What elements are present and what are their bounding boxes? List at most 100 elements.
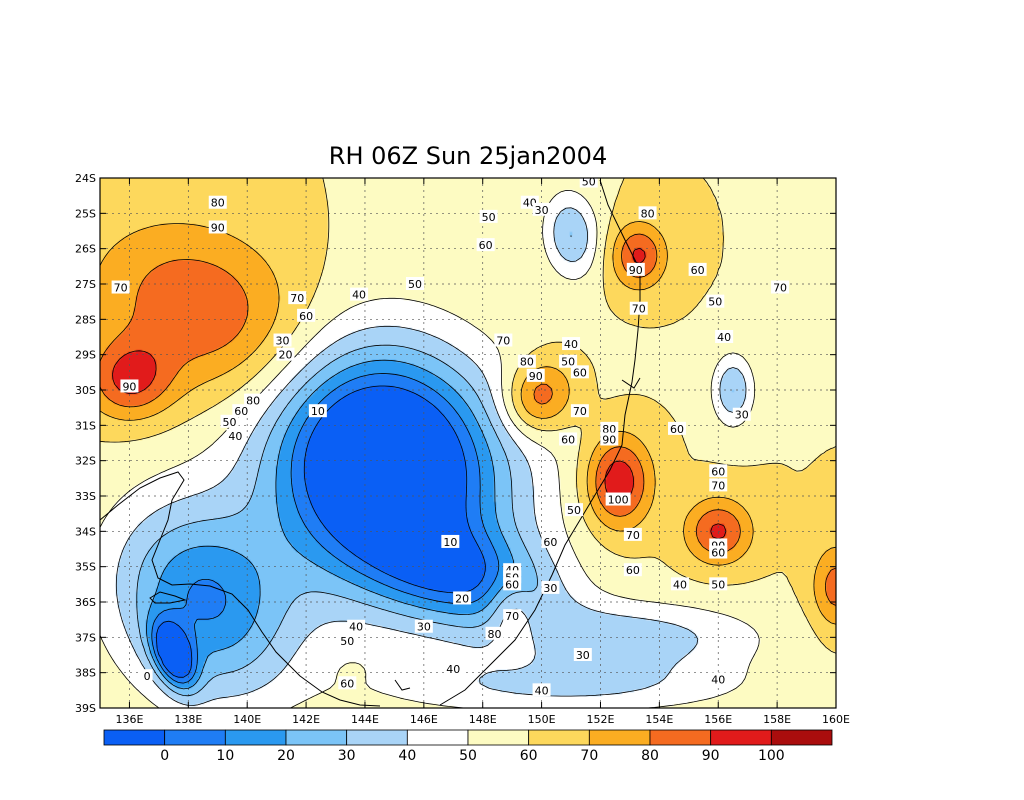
contour-label: 40 bbox=[711, 674, 725, 687]
colorbar-label: 80 bbox=[641, 748, 659, 764]
contour-label: 70 bbox=[626, 529, 640, 542]
contour-label-bg bbox=[562, 337, 581, 351]
contour-labels: 8090707060405030209080605040105040306050… bbox=[111, 174, 790, 697]
contour-label-bg bbox=[541, 534, 560, 548]
contour-label: 70 bbox=[773, 282, 787, 295]
colorbar-label: 40 bbox=[398, 748, 416, 764]
contour-label-bg bbox=[629, 301, 648, 315]
contour-label: 50 bbox=[708, 296, 722, 309]
contour-label: 30 bbox=[417, 621, 431, 634]
contour-label-bg bbox=[709, 545, 728, 559]
y-tick-label: 25S bbox=[75, 207, 96, 220]
contour-label: 30 bbox=[535, 204, 549, 217]
y-axis: 24S 25S 26S 27S 28S 29S 30S 31S 32S 33S 34S 35S 36S 3… bbox=[75, 172, 836, 715]
y-tick-label: 24S bbox=[75, 172, 96, 185]
contour-label-bg bbox=[709, 478, 728, 492]
contour-label: 50 bbox=[582, 176, 596, 189]
contour-label: 60 bbox=[626, 564, 640, 577]
contour-label: 80 bbox=[641, 207, 655, 220]
contour-label: 90 bbox=[122, 380, 136, 393]
y-tick-label: 30S bbox=[75, 384, 96, 397]
colorbar-swatch bbox=[103, 729, 166, 746]
contour-label: 50 bbox=[408, 278, 422, 291]
colorbar-label: 10 bbox=[216, 748, 234, 764]
contour-label-bg bbox=[111, 280, 130, 294]
contour-label-bg bbox=[232, 404, 251, 418]
colorbar-swatch bbox=[164, 729, 226, 746]
contour-label-bg bbox=[308, 404, 327, 418]
x-tick-label: 150E bbox=[528, 713, 556, 726]
contour-label: 70 bbox=[505, 610, 519, 623]
y-tick-label: 33S bbox=[75, 490, 96, 503]
contour-label-bg bbox=[670, 577, 689, 591]
colorbar-swatch bbox=[588, 729, 651, 746]
plot-frame bbox=[99, 177, 837, 709]
contour-label-bg bbox=[485, 626, 504, 640]
contour-label-bg bbox=[559, 354, 578, 368]
contour-label: 30 bbox=[735, 409, 749, 422]
colorbar-label: 20 bbox=[277, 748, 295, 764]
contour-label-bg bbox=[623, 563, 642, 577]
y-tick-label: 29S bbox=[75, 349, 96, 362]
x-tick-label: 148E bbox=[469, 713, 497, 726]
contour-label: 60 bbox=[299, 310, 313, 323]
contour-label-bg bbox=[276, 347, 295, 361]
contour-label-bg bbox=[220, 414, 239, 428]
y-tick-label: 34S bbox=[75, 525, 96, 538]
contour-label: 70 bbox=[290, 292, 304, 305]
contour-label-bg bbox=[444, 662, 463, 676]
contour-label-bg bbox=[517, 354, 536, 368]
contour-label: 70 bbox=[632, 303, 646, 316]
colorbar-swatch bbox=[467, 729, 530, 746]
contour-label-bg bbox=[605, 492, 631, 506]
y-tick-label: 32S bbox=[75, 455, 96, 468]
coast-detail bbox=[621, 377, 641, 389]
contour-label: 40 bbox=[717, 331, 731, 344]
contour-label-bg bbox=[350, 287, 369, 301]
contour-label-bg bbox=[141, 669, 153, 683]
contour-label-bg bbox=[338, 633, 357, 647]
contour-label-bg bbox=[532, 683, 551, 697]
contour-label-bg bbox=[208, 220, 227, 234]
contour-label: 50 bbox=[711, 578, 725, 591]
colorbar-swatch bbox=[649, 729, 712, 746]
x-tick-label: 144E bbox=[351, 713, 379, 726]
y-tick-label: 35S bbox=[75, 561, 96, 574]
contour-label-bg bbox=[709, 672, 728, 686]
colorbar-label: 70 bbox=[580, 748, 598, 764]
contour-label: 40 bbox=[564, 338, 578, 351]
x-tick-label: 138E bbox=[174, 713, 202, 726]
x-tick-label: 160E bbox=[822, 713, 850, 726]
colorbar-label: 90 bbox=[702, 748, 720, 764]
contour-label: 60 bbox=[711, 465, 725, 478]
contour-label: 60 bbox=[479, 239, 493, 252]
contour-label-bg bbox=[709, 464, 728, 478]
contour-label: 10 bbox=[311, 405, 325, 418]
contour-label: 20 bbox=[278, 349, 292, 362]
contour-label-bg bbox=[288, 291, 307, 305]
contour-label-bg bbox=[638, 206, 657, 220]
contour-label-bg bbox=[573, 648, 592, 661]
x-tick-label: 140E bbox=[233, 713, 261, 726]
contour-label: 80 bbox=[211, 197, 225, 210]
contour-label: 20 bbox=[455, 592, 469, 605]
contour-label-bg bbox=[559, 432, 578, 446]
contour-label: 30 bbox=[543, 582, 557, 595]
contour-label: 60 bbox=[573, 366, 587, 379]
contour-label-bg bbox=[338, 676, 357, 690]
contour-label-bg bbox=[706, 294, 725, 308]
contour-label-bg bbox=[771, 280, 790, 294]
contour-label: 60 bbox=[543, 536, 557, 549]
colorbar-swatch bbox=[770, 729, 833, 746]
contour-label: 30 bbox=[576, 649, 590, 662]
colorbar-swatch bbox=[285, 729, 348, 746]
contour-label-bg bbox=[503, 609, 522, 623]
contour-label: 50 bbox=[567, 504, 581, 517]
colorbar-swatch bbox=[346, 729, 408, 746]
y-tick-label: 36S bbox=[75, 596, 96, 609]
contour-label-bg bbox=[453, 591, 472, 605]
contour-label: 40 bbox=[349, 621, 363, 634]
contour-label: 60 bbox=[691, 264, 705, 277]
contour-label-bg bbox=[732, 407, 751, 421]
colorbar-swatch bbox=[528, 729, 590, 746]
